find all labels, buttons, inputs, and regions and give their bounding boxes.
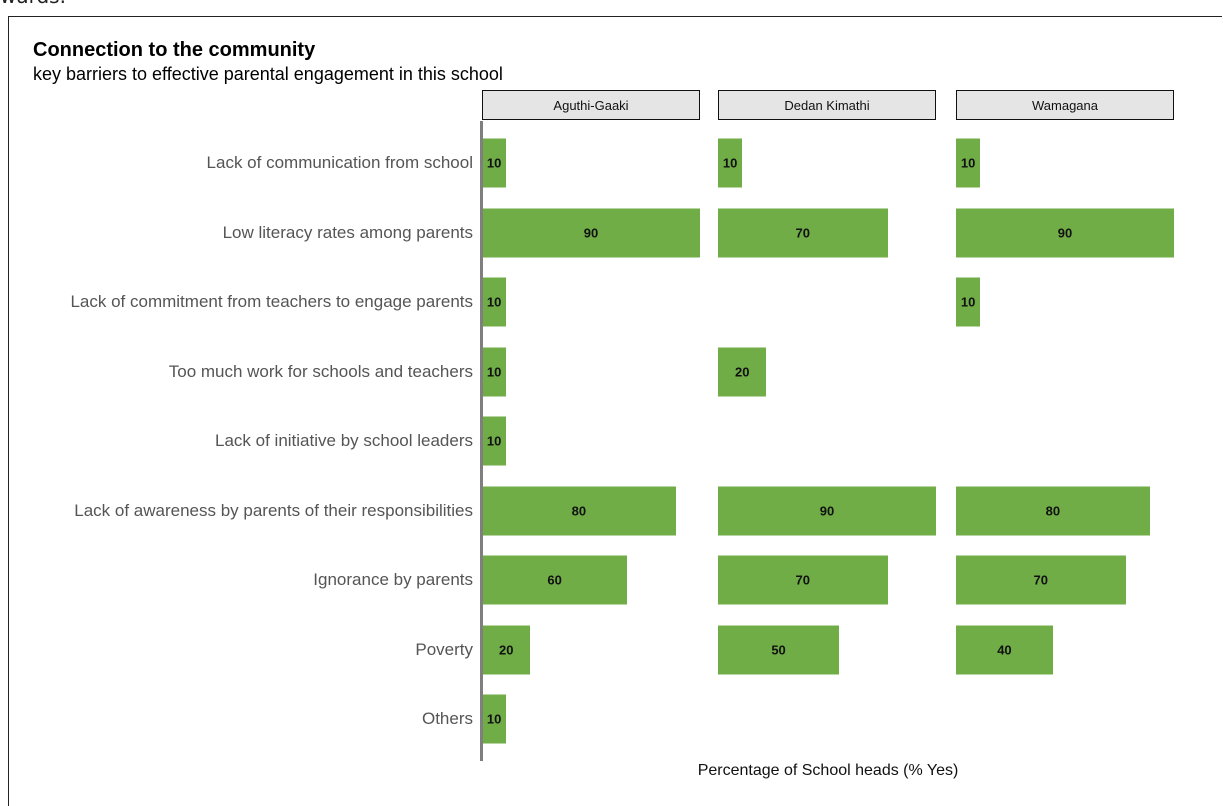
bar-value-label: 20 <box>734 364 750 379</box>
bar <box>718 486 936 535</box>
category-label: Others <box>421 709 473 728</box>
bar <box>482 555 628 605</box>
bar-value-label: 10 <box>486 364 502 379</box>
category-label: Lack of initiative by school leaders <box>215 431 473 450</box>
chart-title: Connection to the community <box>33 39 316 61</box>
bar-value-label: 10 <box>486 711 502 727</box>
y-axis-line <box>480 121 483 761</box>
bar <box>718 625 840 674</box>
bar <box>718 555 888 605</box>
bar <box>956 208 1174 257</box>
facet-strip-0: Aguthi-Gaaki <box>482 90 700 120</box>
bar <box>482 694 507 744</box>
bar-value-label: 90 <box>819 503 835 518</box>
bar-value-label: 10 <box>486 433 502 449</box>
bar <box>482 138 507 188</box>
category-label: Low literacy rates among parents <box>222 222 473 242</box>
bar-value-label: 10 <box>960 294 976 310</box>
document-text-fragment: wards. <box>0 0 66 8</box>
category-label: Too much work for schools and teachers <box>168 361 473 381</box>
x-axis-title: Percentage of School heads (% Yes) <box>697 762 959 779</box>
bar-value-label: 70 <box>1033 572 1048 588</box>
bar <box>718 208 888 257</box>
facet-strip-1: Dedan Kimathi <box>718 90 936 120</box>
bar <box>956 625 1053 674</box>
bar <box>956 486 1150 535</box>
bar-value-label: 10 <box>486 155 502 171</box>
bar <box>482 208 700 257</box>
bar <box>482 347 507 396</box>
bar <box>482 625 531 674</box>
bar <box>718 138 743 188</box>
bar-value-label: 80 <box>571 503 587 518</box>
bar <box>482 416 507 466</box>
bar-value-label: 70 <box>795 572 810 588</box>
category-label: Poverty <box>415 639 473 659</box>
bar <box>482 486 676 535</box>
bar <box>956 138 981 188</box>
bar-value-label: 90 <box>1057 225 1073 240</box>
bar-value-label: 10 <box>486 294 502 310</box>
category-label: Ignorance by parents <box>313 570 473 589</box>
bar-value-label: 90 <box>583 225 599 240</box>
bar-value-label: 60 <box>547 572 562 588</box>
bar <box>956 555 1126 605</box>
bar-value-label: 10 <box>960 155 976 171</box>
bar-value-label: 80 <box>1045 503 1061 518</box>
category-label: Lack of commitment from teachers to enga… <box>70 292 473 311</box>
bar <box>482 277 507 327</box>
category-label: Lack of awareness by parents of their re… <box>74 500 473 520</box>
bar-value-label: 70 <box>795 225 810 240</box>
bar-value-label: 10 <box>722 155 738 171</box>
bar-value-label: 20 <box>498 642 514 657</box>
category-label: Lack of communication from school <box>206 153 473 172</box>
bar <box>956 277 981 327</box>
bar-value-label: 50 <box>771 642 786 657</box>
figure-frame <box>8 16 1222 806</box>
bar-value-label: 40 <box>997 642 1012 657</box>
bar <box>718 347 767 396</box>
facet-strip-2: Wamagana <box>956 90 1174 120</box>
chart-subtitle: key barriers to effective parental engag… <box>33 64 503 84</box>
